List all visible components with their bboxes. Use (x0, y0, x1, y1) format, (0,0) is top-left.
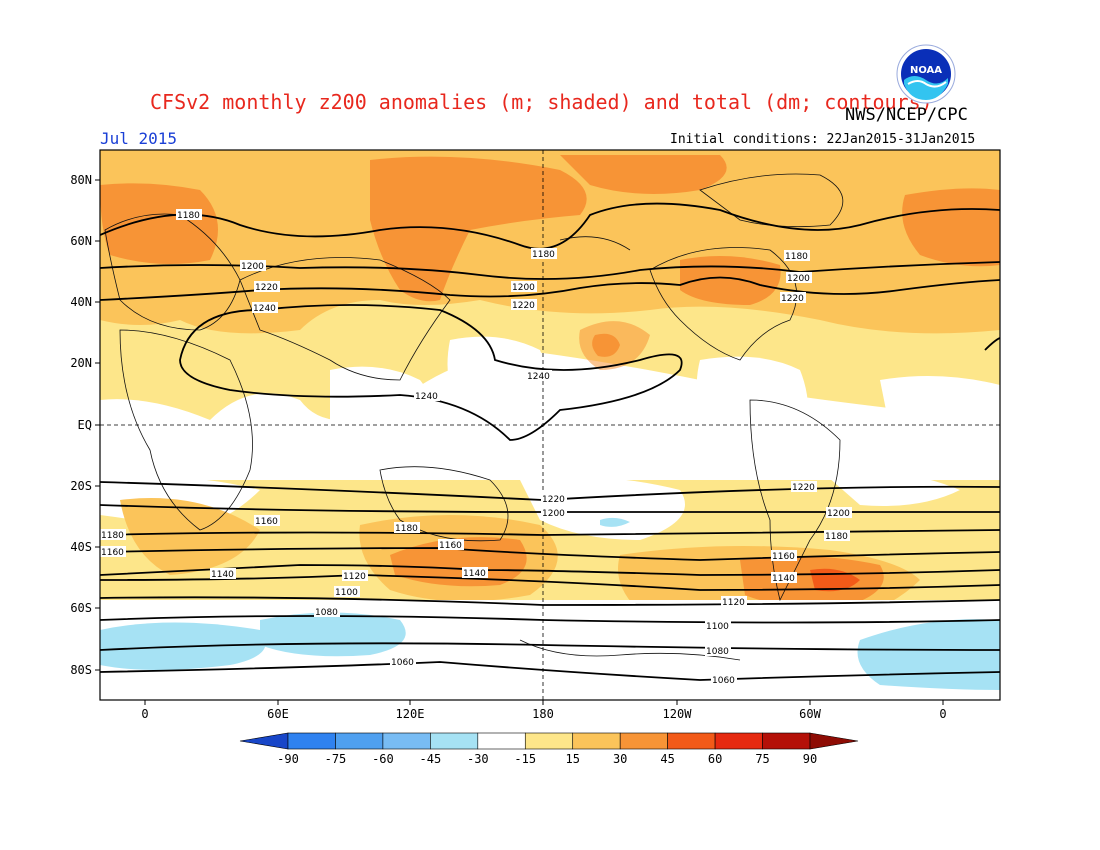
colorbar-box (572, 732, 621, 750)
colorbar-tick-label: -30 (467, 752, 489, 766)
height-contours (100, 202, 1000, 681)
contour-label: 1220 (542, 495, 565, 505)
contour-label: 1220 (781, 294, 804, 304)
colorbar-tick-label: 75 (755, 752, 769, 766)
colorbar-box (477, 732, 526, 750)
colorbar-arrow-high (809, 732, 859, 750)
lat-label: 60N (70, 234, 92, 248)
organization-label: NWS/NCEP/CPC (845, 105, 968, 125)
contour-label: 1160 (101, 548, 124, 558)
contour-label: 1100 (335, 588, 358, 598)
contour-label: 1200 (542, 509, 565, 519)
lat-label: EQ (78, 418, 92, 432)
contour-label: 1180 (825, 532, 848, 542)
contour-label: 1200 (827, 509, 850, 519)
colorbar-tick-label: 15 (566, 752, 580, 766)
lat-label: 80N (70, 173, 92, 187)
contour-label: 1180 (101, 531, 124, 541)
colorbar-box (524, 732, 574, 750)
lon-label: 120E (396, 707, 425, 721)
lat-label: 60S (70, 601, 92, 615)
contour-label: 1140 (211, 570, 234, 580)
lat-label: 80S (70, 663, 92, 677)
colorbar-tick-label: -45 (420, 752, 442, 766)
contour-label: 1200 (241, 262, 264, 272)
contour-label: 1220 (255, 283, 278, 293)
colorbar-box (382, 732, 431, 750)
colorbar-tick-label: -90 (277, 752, 299, 766)
contour-label: 1060 (712, 676, 735, 686)
contour-label: 1180 (395, 524, 418, 534)
lon-label: 60E (267, 707, 289, 721)
forecast-period: Jul 2015 (100, 129, 178, 148)
colorbar-arrow-low (239, 732, 289, 750)
contour-label: 1140 (463, 569, 486, 579)
colorbar-tick-label: 30 (613, 752, 627, 766)
contour-label: 1120 (722, 598, 745, 608)
contour-label: 1240 (415, 392, 438, 402)
lat-label: 40N (70, 295, 92, 309)
colorbar-tick-label: -60 (372, 752, 394, 766)
latitude-axis: 80N 60N 40N 20N EQ 20S 40S 60S 80S (70, 173, 100, 677)
contour-label: 1180 (177, 211, 200, 221)
contour-label: 1160 (772, 552, 795, 562)
contour-label: 1160 (255, 517, 278, 527)
contour-label: 1240 (527, 372, 550, 382)
contour-label: 1180 (785, 252, 808, 262)
contour-label: 1100 (706, 622, 729, 632)
lon-label: 180 (532, 707, 554, 721)
contour-label: 1160 (439, 541, 462, 551)
map-title: CFSv2 monthly z200 anomalies (m; shaded)… (150, 90, 933, 114)
colorbar-box (619, 732, 668, 750)
colorbar-tick-label: -75 (325, 752, 347, 766)
lon-label: 60W (799, 707, 821, 721)
colorbar-box (714, 732, 763, 750)
contour-label: 1080 (315, 608, 338, 618)
initial-conditions: Initial conditions: 22Jan2015-31Jan2015 (670, 132, 976, 147)
colorbar-box (430, 732, 479, 750)
contour-label: 1060 (391, 658, 414, 668)
lat-label: 40S (70, 540, 92, 554)
lat-label: 20N (70, 356, 92, 370)
contour-label: 1200 (787, 274, 810, 284)
longitude-axis: 0 60E 120E 180 120W 60W 0 (141, 700, 947, 721)
colorbar-box (762, 732, 811, 750)
colorbar-tick-label: -15 (514, 752, 536, 766)
colorbar-tick-label: 60 (708, 752, 722, 766)
colorbar-tick-label: 90 (803, 752, 817, 766)
contour-label: 1120 (343, 572, 366, 582)
contour-label: 1080 (706, 647, 729, 657)
colorbar-tick-label: 45 (660, 752, 674, 766)
lon-label: 120W (663, 707, 693, 721)
contour-label: 1220 (512, 301, 535, 311)
lon-label: 0 (939, 707, 946, 721)
colorbar-box (335, 732, 384, 750)
logo-text: NOAA (910, 65, 942, 76)
contour-label: 1220 (792, 483, 815, 493)
noaa-logo: NOAA (896, 44, 956, 104)
contour-labels: 1180 1200 1220 1240 1180 1200 1220 1240 … (100, 209, 852, 686)
colorbar: -90 -75 -60 -45 -30 -15 15 30 45 60 75 90 (239, 732, 859, 766)
contour-label: 1200 (512, 283, 535, 293)
colorbar-box (287, 732, 336, 750)
lat-label: 20S (70, 479, 92, 493)
contour-label: 1140 (772, 574, 795, 584)
lon-label: 0 (141, 707, 148, 721)
contour-label: 1240 (253, 304, 276, 314)
contour-label: 1180 (532, 250, 555, 260)
colorbar-box (667, 732, 716, 750)
